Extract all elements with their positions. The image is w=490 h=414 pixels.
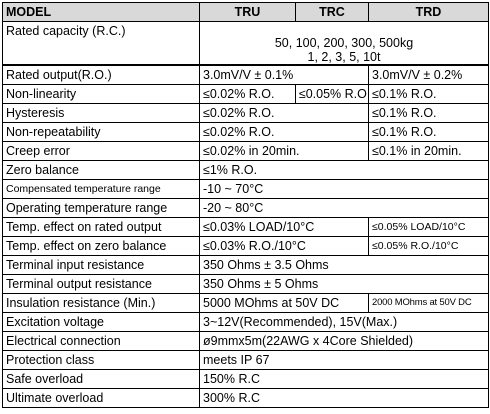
row-non-linearity: Non-linearity ≤0.02% R.O. ≤0.05% R.O. ≤0… — [2, 84, 489, 104]
row-temp-effect-zero: Temp. effect on zero balance ≤0.03% R.O.… — [2, 236, 489, 256]
row-temp-effect-output: Temp. effect on rated output ≤0.03% LOAD… — [2, 217, 489, 237]
protection-class-label: Protection class — [2, 350, 200, 370]
row-input-resistance: Terminal input resistance 350 Ohms ± 3.5… — [2, 255, 489, 275]
rated-output-tru-trc: 3.0mV/V ± 0.1% — [199, 64, 369, 85]
row-rated-capacity: Rated capacity (R.C.) 50, 100, 200, 300,… — [2, 21, 489, 66]
ultimate-overload-label: Ultimate overload — [2, 388, 200, 408]
hysteresis-tru-trc: ≤0.02% R.O. — [199, 103, 369, 123]
row-hysteresis: Hysteresis ≤0.02% R.O. ≤0.1% R.O. — [2, 103, 489, 123]
row-creep-error: Creep error ≤0.02% in 20min. ≤0.1% in 20… — [2, 141, 489, 161]
input-resistance-label: Terminal input resistance — [2, 255, 200, 275]
rated-capacity-label: Rated capacity (R.C.) — [2, 21, 200, 66]
row-non-repeatability: Non-repeatability ≤0.02% R.O. ≤0.1% R.O. — [2, 122, 489, 142]
safe-overload-label: Safe overload — [2, 369, 200, 389]
header-tru: TRU — [199, 2, 296, 22]
output-resistance-value: 350 Ohms ± 5 Ohms — [199, 274, 489, 294]
rated-output-label: Rated output(R.O.) — [2, 64, 200, 85]
temp-effect-zero-tru-trc: ≤0.03% R.O./10°C — [199, 236, 369, 256]
non-repeatability-tru-trc: ≤0.02% R.O. — [199, 122, 369, 142]
row-safe-overload: Safe overload 150% R.C — [2, 369, 489, 389]
header-trd: TRD — [368, 2, 489, 22]
insulation-resistance-label: Insulation resistance (Min.) — [2, 293, 200, 313]
rated-capacity-values: 50, 100, 200, 300, 500kg 1, 2, 3, 5, 10t — [199, 21, 489, 66]
temp-effect-zero-label: Temp. effect on zero balance — [2, 236, 200, 256]
output-resistance-label: Terminal output resistance — [2, 274, 200, 294]
temp-effect-output-trd: ≤0.05% LOAD/10°C — [368, 217, 489, 237]
rated-output-trd: 3.0mV/V ± 0.2% — [368, 64, 489, 85]
row-output-resistance: Terminal output resistance 350 Ohms ± 5 … — [2, 274, 489, 294]
row-zero-balance: Zero balance ≤1% R.O. — [2, 160, 489, 180]
creep-error-trd: ≤0.1% in 20min. — [368, 141, 489, 161]
non-linearity-tru-trc: ≤0.02% R.O. ≤0.05% R.O. — [199, 84, 369, 104]
row-electrical-connection: Electrical connection ø9mmx5m(22AWG x 4C… — [2, 331, 489, 351]
spec-table: MODEL TRU TRC TRD Rated capacity (R.C.) … — [2, 2, 489, 408]
header-trc: TRC — [295, 2, 369, 22]
zero-balance-label: Zero balance — [2, 160, 200, 180]
row-ultimate-overload: Ultimate overload 300% R.C — [2, 388, 489, 408]
electrical-connection-label: Electrical connection — [2, 331, 200, 351]
creep-error-label: Creep error — [2, 141, 200, 161]
rated-capacity-line-1: 50, 100, 200, 300, 500kg — [274, 36, 414, 50]
creep-error-tru-trc: ≤0.02% in 20min. — [199, 141, 369, 161]
row-operating-temp-range: Operating temperature range -20 ~ 80°C — [2, 198, 489, 218]
protection-class-value: meets IP 67 — [199, 350, 489, 370]
header-model: MODEL — [2, 2, 200, 22]
temp-effect-output-label: Temp. effect on rated output — [2, 217, 200, 237]
non-linearity-tru: ≤0.02% R.O. — [201, 85, 296, 103]
ultimate-overload-value: 300% R.C — [199, 388, 489, 408]
non-repeatability-trd: ≤0.1% R.O. — [368, 122, 489, 142]
rated-capacity-line-2: 1, 2, 3, 5, 10t — [307, 50, 381, 64]
insulation-resistance-trd: 2000 MOhms at 50V DC — [368, 293, 489, 313]
compensated-temp-range-label: Compensated temperature range — [2, 179, 200, 199]
operating-temp-range-label: Operating temperature range — [2, 198, 200, 218]
safe-overload-value: 150% R.C — [199, 369, 489, 389]
operating-temp-range-value: -20 ~ 80°C — [199, 198, 489, 218]
table-header-row: MODEL TRU TRC TRD — [2, 2, 489, 22]
row-compensated-temp-range: Compensated temperature range -10 ~ 70°C — [2, 179, 489, 199]
input-resistance-value: 350 Ohms ± 3.5 Ohms — [199, 255, 489, 275]
excitation-voltage-label: Excitation voltage — [2, 312, 200, 332]
non-linearity-trc: ≤0.05% R.O. — [298, 87, 368, 101]
temp-effect-zero-trd: ≤0.05% R.O./10°C — [368, 236, 489, 256]
hysteresis-trd: ≤0.1% R.O. — [368, 103, 489, 123]
electrical-connection-value: ø9mmx5m(22AWG x 4Core Shielded) — [199, 331, 489, 351]
non-linearity-label: Non-linearity — [2, 84, 200, 104]
row-rated-output: Rated output(R.O.) 3.0mV/V ± 0.1% 3.0mV/… — [2, 64, 489, 85]
compensated-temp-range-value: -10 ~ 70°C — [199, 179, 489, 199]
non-repeatability-label: Non-repeatability — [2, 122, 200, 142]
zero-balance-value: ≤1% R.O. — [199, 160, 489, 180]
row-protection-class: Protection class meets IP 67 — [2, 350, 489, 370]
row-excitation-voltage: Excitation voltage 3~12V(Recommended), 1… — [2, 312, 489, 332]
hysteresis-label: Hysteresis — [2, 103, 200, 123]
temp-effect-output-tru-trc: ≤0.03% LOAD/10°C — [199, 217, 369, 237]
insulation-resistance-tru-trc: 5000 MOhms at 50V DC — [199, 293, 369, 313]
excitation-voltage-value: 3~12V(Recommended), 15V(Max.) — [199, 312, 489, 332]
row-insulation-resistance: Insulation resistance (Min.) 5000 MOhms … — [2, 293, 489, 313]
non-linearity-trd: ≤0.1% R.O. — [368, 84, 489, 104]
